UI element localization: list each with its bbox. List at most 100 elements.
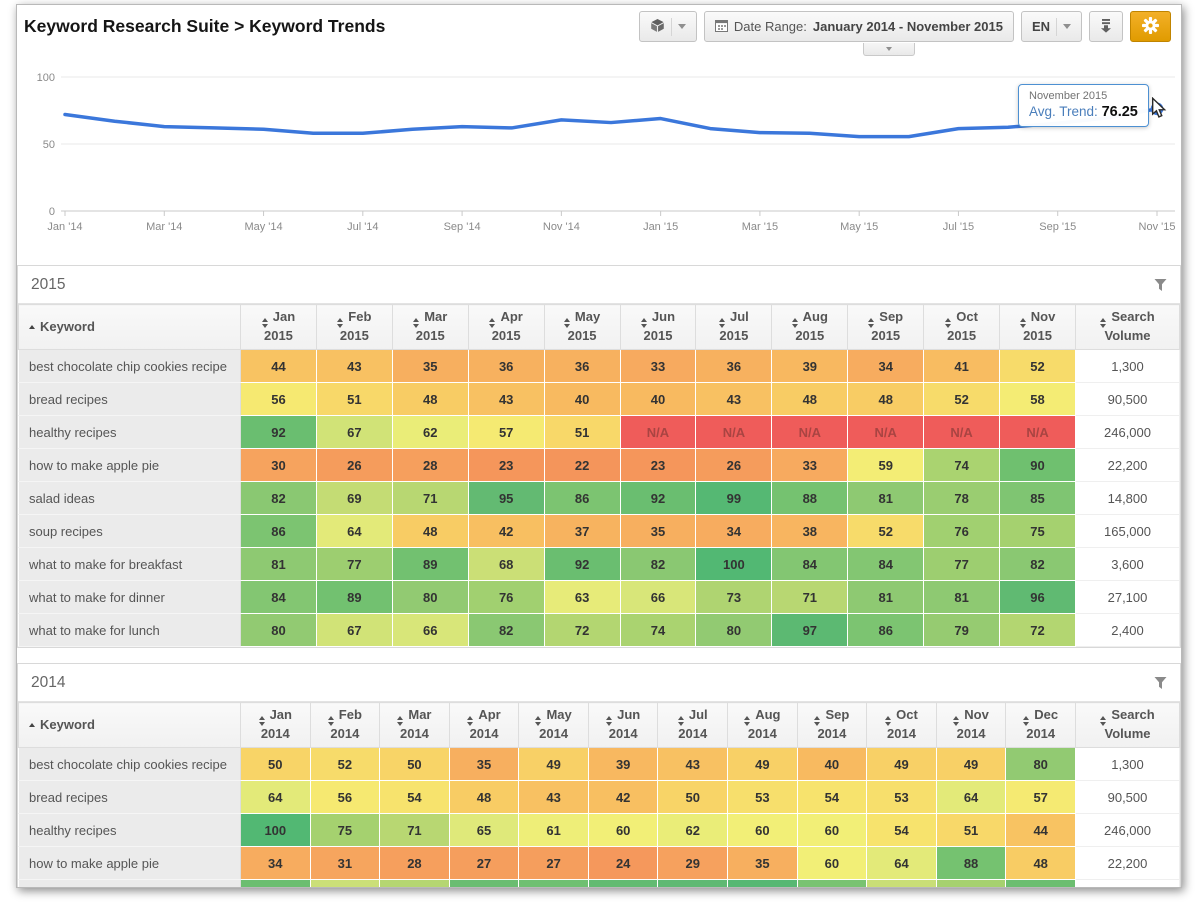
month-column-header[interactable]: Sep2014 xyxy=(797,703,867,748)
volume-cell: 246,000 xyxy=(1076,416,1180,449)
heat-cell: 96 xyxy=(1000,581,1076,614)
month-column-header[interactable]: Jun2014 xyxy=(588,703,658,748)
month-column-header[interactable]: Oct2015 xyxy=(924,305,1000,350)
table-row: salad ideas826971958692998881788514,800 xyxy=(19,482,1180,515)
heat-cell: 59 xyxy=(848,449,924,482)
month-column-header[interactable]: Jan2014 xyxy=(241,703,311,748)
heat-cell: 67 xyxy=(316,416,392,449)
toolbar: Date Range: January 2014 - November 2015… xyxy=(639,11,1171,42)
heat-cell xyxy=(310,880,380,889)
heat-cell: 49 xyxy=(936,748,1006,781)
sort-icon xyxy=(885,716,891,726)
month-column-header[interactable]: Feb2014 xyxy=(310,703,380,748)
heat-cell: 82 xyxy=(241,482,317,515)
heat-cell: 44 xyxy=(241,350,317,383)
filter-icon[interactable] xyxy=(1154,279,1167,291)
y-axis-label: 50 xyxy=(43,139,55,151)
table-row: best chocolate chip cookies recipe444335… xyxy=(19,350,1180,383)
heat-cell: 43 xyxy=(696,383,772,416)
keyword-column-header[interactable]: Keyword xyxy=(19,305,241,350)
heat-cell: 52 xyxy=(848,515,924,548)
heat-cell: 43 xyxy=(468,383,544,416)
heat-cell: 52 xyxy=(924,383,1000,416)
month-column-header[interactable]: Mar2014 xyxy=(380,703,450,748)
month-column-header[interactable]: Oct2014 xyxy=(867,703,937,748)
search-volume-column-header[interactable]: SearchVolume xyxy=(1076,305,1180,350)
month-column-header[interactable]: Jul2014 xyxy=(658,703,728,748)
heat-cell: 50 xyxy=(241,748,311,781)
month-column-header[interactable]: Nov2014 xyxy=(936,703,1006,748)
table-row: what to make for breakfast81778968928210… xyxy=(19,548,1180,581)
heat-cell: 33 xyxy=(772,449,848,482)
keyword-cell: how to make apple pie xyxy=(19,449,241,482)
keyword-cell: what to make for dinner xyxy=(19,581,241,614)
volume-cell: 27,100 xyxy=(1076,581,1180,614)
month-column-header[interactable]: Apr2014 xyxy=(449,703,519,748)
download-button[interactable] xyxy=(1089,11,1123,42)
heat-cell: 35 xyxy=(392,350,468,383)
language-button[interactable]: EN xyxy=(1021,11,1082,42)
heat-cell: 82 xyxy=(620,548,696,581)
heat-cell xyxy=(867,880,937,889)
month-column-header[interactable]: Aug2014 xyxy=(728,703,798,748)
section-header: 2015 xyxy=(18,266,1180,304)
heat-cell: 51 xyxy=(544,416,620,449)
keyword-cell: salad ideas xyxy=(19,482,241,515)
heat-cell: 80 xyxy=(241,614,317,647)
heat-cell: 48 xyxy=(449,781,519,814)
month-column-header[interactable]: Aug2015 xyxy=(772,305,848,350)
volume-cell: 90,500 xyxy=(1076,781,1180,814)
heat-cell: 34 xyxy=(848,350,924,383)
month-column-header[interactable]: Mar2015 xyxy=(392,305,468,350)
gear-icon xyxy=(1142,17,1159,37)
heat-cell: 23 xyxy=(620,449,696,482)
keyword-cell: what to make for lunch xyxy=(19,614,241,647)
heat-cell: 22 xyxy=(544,449,620,482)
heat-cell: 90 xyxy=(1000,449,1076,482)
heat-cell: 66 xyxy=(620,581,696,614)
heat-cell xyxy=(380,880,450,889)
month-column-header[interactable]: Jun2015 xyxy=(620,305,696,350)
heat-cell: 35 xyxy=(728,847,798,880)
month-column-header[interactable]: May2015 xyxy=(544,305,620,350)
heat-cell: 39 xyxy=(588,748,658,781)
month-column-header[interactable]: Apr2015 xyxy=(468,305,544,350)
trend-line xyxy=(65,109,1157,137)
month-column-header[interactable]: Jan2015 xyxy=(241,305,317,350)
heat-cell: 71 xyxy=(380,814,450,847)
toolbar-expander[interactable] xyxy=(863,43,915,56)
caret-down-icon xyxy=(678,24,686,29)
settings-button[interactable] xyxy=(1130,11,1171,42)
heat-cell: N/A xyxy=(848,416,924,449)
volume-cell: 165,000 xyxy=(1076,515,1180,548)
heat-cell: 34 xyxy=(696,515,772,548)
table-row: best chocolate chip cookies recipe505250… xyxy=(19,748,1180,781)
heat-cell: 30 xyxy=(241,449,317,482)
keyword-trends-table: KeywordJan2014Feb2014Mar2014Apr2014May20… xyxy=(18,702,1180,888)
heat-cell: 92 xyxy=(241,416,317,449)
heat-cell: 26 xyxy=(696,449,772,482)
month-column-header[interactable]: Sep2015 xyxy=(848,305,924,350)
date-range-label: Date Range: xyxy=(734,19,807,34)
sort-icon xyxy=(953,716,959,726)
month-column-header[interactable]: Jul2015 xyxy=(696,305,772,350)
cube-button[interactable] xyxy=(639,11,697,42)
month-column-header[interactable]: Dec2014 xyxy=(1006,703,1076,748)
search-volume-column-header[interactable]: SearchVolume xyxy=(1076,703,1180,748)
heat-cell: 63 xyxy=(544,581,620,614)
month-column-header[interactable]: Feb2015 xyxy=(316,305,392,350)
sort-asc-icon xyxy=(29,325,35,329)
date-range-button[interactable]: Date Range: January 2014 - November 2015 xyxy=(704,11,1014,42)
volume-cell: 246,000 xyxy=(1076,814,1180,847)
section-year-label: 2014 xyxy=(31,674,65,692)
keyword-column-header[interactable]: Keyword xyxy=(19,703,241,748)
month-column-header[interactable]: Nov2015 xyxy=(1000,305,1076,350)
heat-cell: 54 xyxy=(867,814,937,847)
heat-cell: 50 xyxy=(658,781,728,814)
heat-cell: 86 xyxy=(241,515,317,548)
month-column-header[interactable]: May2014 xyxy=(519,703,589,748)
heat-cell: 80 xyxy=(1006,748,1076,781)
filter-icon[interactable] xyxy=(1154,677,1167,689)
volume-cell: 14,800 xyxy=(1076,482,1180,515)
sort-asc-icon xyxy=(29,723,35,727)
